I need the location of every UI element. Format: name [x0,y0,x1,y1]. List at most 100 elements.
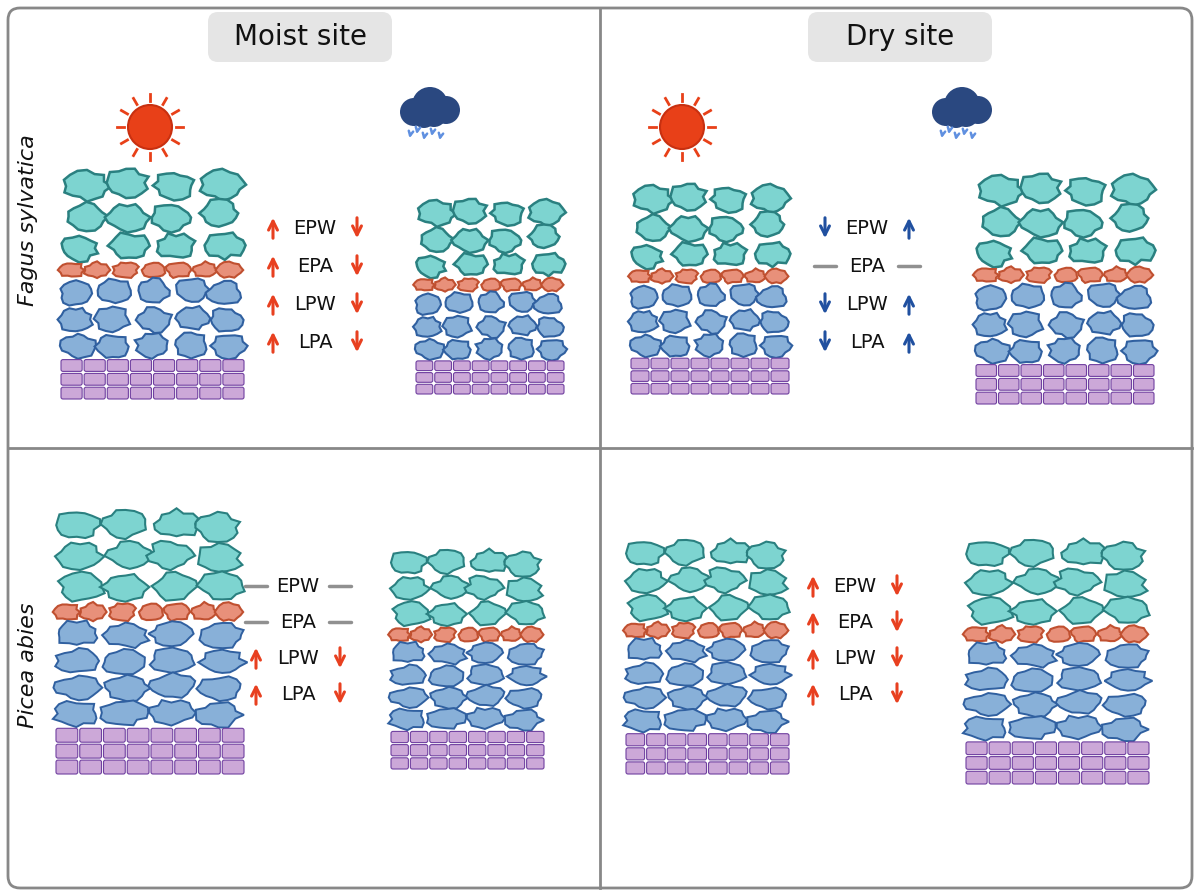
FancyBboxPatch shape [1111,392,1132,404]
Circle shape [128,105,172,149]
FancyBboxPatch shape [430,745,448,756]
Polygon shape [508,643,544,665]
Polygon shape [695,334,724,358]
Polygon shape [628,271,652,282]
FancyBboxPatch shape [647,762,665,774]
Polygon shape [94,306,130,332]
Polygon shape [198,543,242,572]
FancyBboxPatch shape [772,371,790,382]
Polygon shape [634,185,674,214]
Polygon shape [536,340,568,360]
FancyBboxPatch shape [508,758,524,769]
Polygon shape [1069,238,1106,263]
Polygon shape [413,317,442,337]
Polygon shape [672,623,695,639]
Polygon shape [55,543,104,570]
FancyBboxPatch shape [199,387,221,399]
Text: LPA: LPA [281,685,316,703]
FancyBboxPatch shape [547,384,564,394]
FancyBboxPatch shape [647,734,665,745]
Polygon shape [101,701,148,725]
FancyBboxPatch shape [547,373,564,383]
FancyBboxPatch shape [1128,742,1150,754]
Polygon shape [676,270,698,283]
Polygon shape [215,602,244,621]
FancyBboxPatch shape [84,374,106,385]
FancyBboxPatch shape [1021,392,1042,404]
FancyBboxPatch shape [667,748,686,760]
Polygon shape [628,311,659,332]
FancyBboxPatch shape [508,731,524,743]
Polygon shape [58,263,84,277]
Polygon shape [413,280,434,290]
Polygon shape [475,338,503,360]
Polygon shape [198,650,247,673]
Polygon shape [751,184,791,213]
Polygon shape [388,628,410,641]
FancyBboxPatch shape [750,734,768,745]
FancyBboxPatch shape [430,731,448,743]
Text: Moist site: Moist site [234,23,366,51]
FancyBboxPatch shape [222,728,244,742]
FancyBboxPatch shape [966,771,988,784]
FancyBboxPatch shape [631,358,649,369]
FancyBboxPatch shape [410,731,427,743]
Polygon shape [84,262,110,278]
Polygon shape [163,604,190,621]
Polygon shape [1121,625,1148,642]
Polygon shape [139,604,163,620]
Polygon shape [101,510,146,539]
Polygon shape [1009,340,1042,363]
FancyBboxPatch shape [488,731,505,743]
FancyBboxPatch shape [1036,771,1056,784]
Polygon shape [1055,268,1078,282]
Polygon shape [761,311,788,332]
Polygon shape [1066,178,1105,205]
FancyBboxPatch shape [1013,771,1033,784]
Polygon shape [667,686,708,710]
Polygon shape [973,313,1007,336]
Polygon shape [1009,599,1057,625]
Circle shape [412,104,436,128]
FancyBboxPatch shape [1105,742,1126,754]
Polygon shape [199,623,244,648]
FancyBboxPatch shape [151,745,173,758]
Polygon shape [196,512,240,542]
Polygon shape [204,233,246,260]
FancyBboxPatch shape [223,374,244,385]
FancyBboxPatch shape [56,728,78,742]
Polygon shape [755,242,791,267]
FancyBboxPatch shape [508,745,524,756]
FancyBboxPatch shape [103,728,125,742]
Polygon shape [979,175,1025,207]
FancyBboxPatch shape [691,358,709,369]
Polygon shape [966,542,1009,566]
Polygon shape [704,567,746,593]
FancyBboxPatch shape [808,12,992,62]
Polygon shape [104,204,150,232]
FancyBboxPatch shape [770,734,790,745]
Polygon shape [216,262,244,278]
Polygon shape [102,649,145,674]
Polygon shape [1104,571,1147,597]
Polygon shape [528,199,566,227]
Polygon shape [199,199,239,227]
Polygon shape [1046,626,1070,642]
Circle shape [421,101,446,127]
Polygon shape [710,188,746,213]
FancyBboxPatch shape [708,762,727,774]
Polygon shape [104,541,155,569]
Polygon shape [533,294,562,314]
FancyBboxPatch shape [1013,742,1033,754]
Polygon shape [454,253,488,275]
FancyBboxPatch shape [1081,756,1103,770]
Polygon shape [60,280,92,306]
Text: EPA: EPA [838,613,874,632]
Polygon shape [1102,718,1148,741]
FancyBboxPatch shape [454,373,470,383]
FancyBboxPatch shape [103,760,125,774]
Polygon shape [67,202,108,231]
Polygon shape [1103,694,1146,717]
Circle shape [432,96,460,124]
Polygon shape [630,334,661,358]
